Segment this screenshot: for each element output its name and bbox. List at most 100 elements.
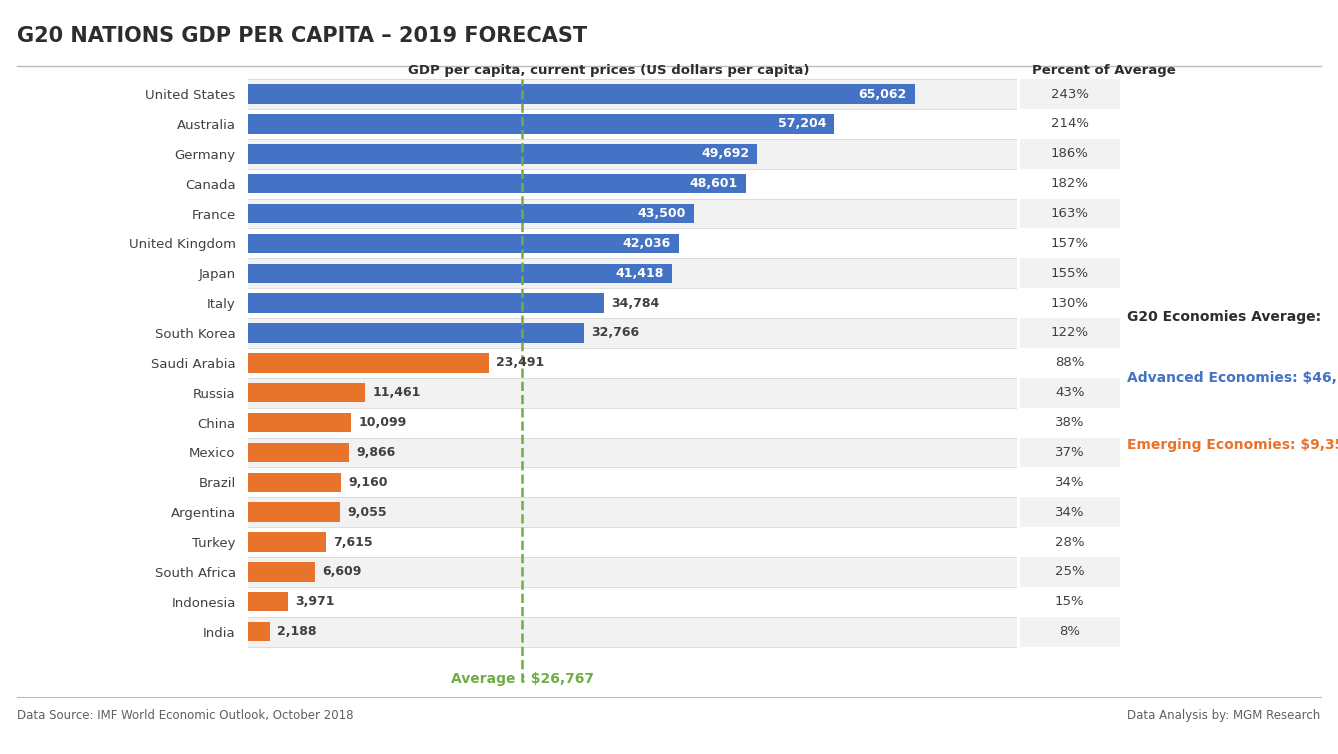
Bar <box>248 288 1017 318</box>
Text: 65,062: 65,062 <box>859 87 907 100</box>
Text: 34,784: 34,784 <box>611 296 660 310</box>
Bar <box>248 144 757 164</box>
Text: 130%: 130% <box>1050 296 1089 310</box>
Bar <box>1020 139 1120 169</box>
Text: 122%: 122% <box>1050 326 1089 339</box>
Text: 214%: 214% <box>1050 118 1089 130</box>
Text: 9,160: 9,160 <box>349 476 388 489</box>
Bar <box>248 139 1017 169</box>
Bar <box>248 587 1017 617</box>
Text: 42,036: 42,036 <box>622 237 670 250</box>
Text: 49,692: 49,692 <box>701 147 749 161</box>
Bar <box>1020 557 1120 587</box>
Bar <box>248 115 835 133</box>
Bar <box>248 198 1017 228</box>
Bar <box>248 204 694 223</box>
Bar <box>1020 378 1120 408</box>
Bar <box>248 408 1017 437</box>
Text: 157%: 157% <box>1050 237 1089 250</box>
Text: Data Source: IMF World Economic Outlook, October 2018: Data Source: IMF World Economic Outlook,… <box>17 709 353 722</box>
Text: G20 Economies Average:: G20 Economies Average: <box>1127 310 1321 324</box>
Bar <box>248 348 1017 378</box>
Text: 28%: 28% <box>1054 535 1085 548</box>
Text: 9,055: 9,055 <box>348 506 387 519</box>
Bar <box>1020 259 1120 288</box>
Text: 48,601: 48,601 <box>689 177 737 190</box>
Text: 15%: 15% <box>1054 595 1085 608</box>
Bar <box>1020 527 1120 557</box>
Bar <box>248 323 583 343</box>
Bar <box>248 443 349 462</box>
Bar <box>248 473 341 492</box>
Bar <box>248 622 270 642</box>
Bar <box>1020 348 1120 378</box>
Text: Average : $26,767: Average : $26,767 <box>451 672 594 686</box>
Bar <box>248 413 351 432</box>
Bar <box>248 234 678 253</box>
Bar <box>248 557 1017 587</box>
Text: 57,204: 57,204 <box>777 118 826 130</box>
Bar <box>1020 587 1120 617</box>
Text: 9,866: 9,866 <box>356 446 395 459</box>
Text: 6,609: 6,609 <box>322 566 361 578</box>
Bar <box>248 169 1017 198</box>
Text: 7,615: 7,615 <box>333 535 372 548</box>
Bar <box>248 532 325 552</box>
Bar <box>1020 169 1120 198</box>
Text: 243%: 243% <box>1050 87 1089 100</box>
Text: 41,418: 41,418 <box>615 267 664 280</box>
Text: 38%: 38% <box>1054 416 1085 429</box>
Bar <box>248 592 288 611</box>
Bar <box>248 502 340 522</box>
Bar <box>1020 617 1120 646</box>
Bar <box>1020 109 1120 139</box>
Text: 34%: 34% <box>1054 476 1085 489</box>
Text: GDP per capita, current prices (US dollars per capita): GDP per capita, current prices (US dolla… <box>408 64 809 77</box>
Bar <box>248 617 1017 646</box>
Text: 2,188: 2,188 <box>277 625 317 638</box>
Text: 43,500: 43,500 <box>637 207 685 220</box>
Text: 88%: 88% <box>1056 357 1084 369</box>
Text: Advanced Economies: $46,118: Advanced Economies: $46,118 <box>1127 371 1338 385</box>
Text: 182%: 182% <box>1050 177 1089 190</box>
Bar <box>248 264 673 283</box>
Text: 155%: 155% <box>1050 267 1089 280</box>
Bar <box>1020 198 1120 228</box>
Bar <box>248 109 1017 139</box>
Text: 3,971: 3,971 <box>296 595 334 608</box>
Bar <box>248 437 1017 467</box>
Bar <box>1020 437 1120 467</box>
Text: 163%: 163% <box>1050 207 1089 220</box>
Bar <box>1020 497 1120 527</box>
Text: 43%: 43% <box>1054 386 1085 399</box>
Bar <box>1020 408 1120 437</box>
Bar <box>248 259 1017 288</box>
Text: Data Analysis by: MGM Research: Data Analysis by: MGM Research <box>1128 709 1321 722</box>
Text: Percent of Average: Percent of Average <box>1032 64 1176 77</box>
Text: G20 NATIONS GDP PER CAPITA – 2019 FORECAST: G20 NATIONS GDP PER CAPITA – 2019 FORECA… <box>17 26 587 47</box>
Text: 23,491: 23,491 <box>495 357 545 369</box>
Text: 10,099: 10,099 <box>359 416 407 429</box>
Bar <box>248 228 1017 259</box>
Bar <box>248 378 1017 408</box>
Text: Emerging Economies: $9,351: Emerging Economies: $9,351 <box>1127 437 1338 452</box>
Bar <box>248 383 365 403</box>
Text: 34%: 34% <box>1054 506 1085 519</box>
Text: 11,461: 11,461 <box>372 386 420 399</box>
Bar <box>248 497 1017 527</box>
Bar <box>248 84 915 104</box>
Bar <box>1020 467 1120 497</box>
Bar <box>1020 288 1120 318</box>
Text: 32,766: 32,766 <box>591 326 640 339</box>
Bar <box>248 79 1017 109</box>
Text: 186%: 186% <box>1050 147 1089 161</box>
Bar <box>248 318 1017 348</box>
Text: 25%: 25% <box>1054 566 1085 578</box>
Bar <box>248 527 1017 557</box>
Text: 8%: 8% <box>1060 625 1080 638</box>
Bar <box>1020 79 1120 109</box>
Text: 37%: 37% <box>1054 446 1085 459</box>
Bar <box>1020 318 1120 348</box>
Bar <box>1020 228 1120 259</box>
Bar <box>248 174 747 193</box>
